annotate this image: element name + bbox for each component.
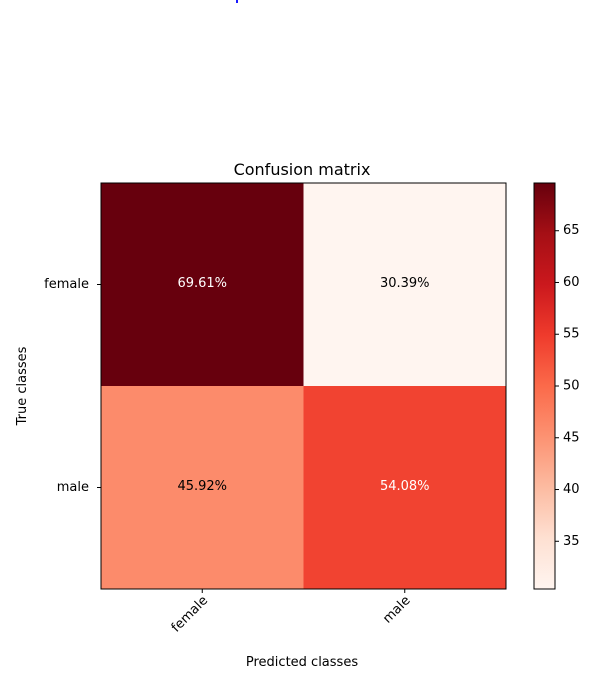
y-tick-label: female bbox=[44, 277, 89, 292]
x-tick-label: male bbox=[380, 593, 413, 626]
x-axis-ticks: female male bbox=[169, 589, 414, 636]
chart-title: Confusion matrix bbox=[234, 160, 371, 179]
y-axis-ticks: female male bbox=[44, 277, 101, 495]
cell-value-label: 45.92% bbox=[177, 479, 227, 494]
colorbar-ticks: 35 40 45 50 55 60 65 bbox=[555, 223, 580, 549]
heatmap-cell bbox=[303, 183, 506, 386]
y-tick-label: male bbox=[57, 480, 89, 495]
cell-value-label: 30.39% bbox=[380, 276, 430, 291]
heatmap-cells bbox=[101, 183, 506, 589]
plot-frame bbox=[100, 182, 507, 590]
heatmap-cell bbox=[303, 386, 506, 589]
heatmap-cell bbox=[101, 386, 304, 589]
colorbar-tick-label: 65 bbox=[563, 223, 580, 238]
heatmap-cell bbox=[101, 183, 304, 386]
cell-value-label: 54.08% bbox=[380, 479, 430, 494]
x-tick-label: female bbox=[169, 593, 211, 635]
colorbar-tick-label: 35 bbox=[563, 534, 580, 549]
cell-value-label: 69.61% bbox=[177, 276, 227, 291]
x-axis-label: Predicted classes bbox=[246, 655, 358, 670]
colorbar-tick-label: 40 bbox=[563, 482, 580, 497]
cell-labels: 69.61% 30.39% 45.92% 54.08% bbox=[177, 276, 429, 494]
colorbar bbox=[533, 182, 556, 590]
colorbar-tick-label: 60 bbox=[563, 275, 580, 290]
y-axis-label: True classes bbox=[15, 346, 30, 426]
colorbar-tick-label: 55 bbox=[563, 327, 580, 342]
colorbar-tick-label: 45 bbox=[563, 430, 580, 445]
colorbar-tick-label: 50 bbox=[563, 379, 580, 394]
stray-mark bbox=[236, 0, 238, 3]
